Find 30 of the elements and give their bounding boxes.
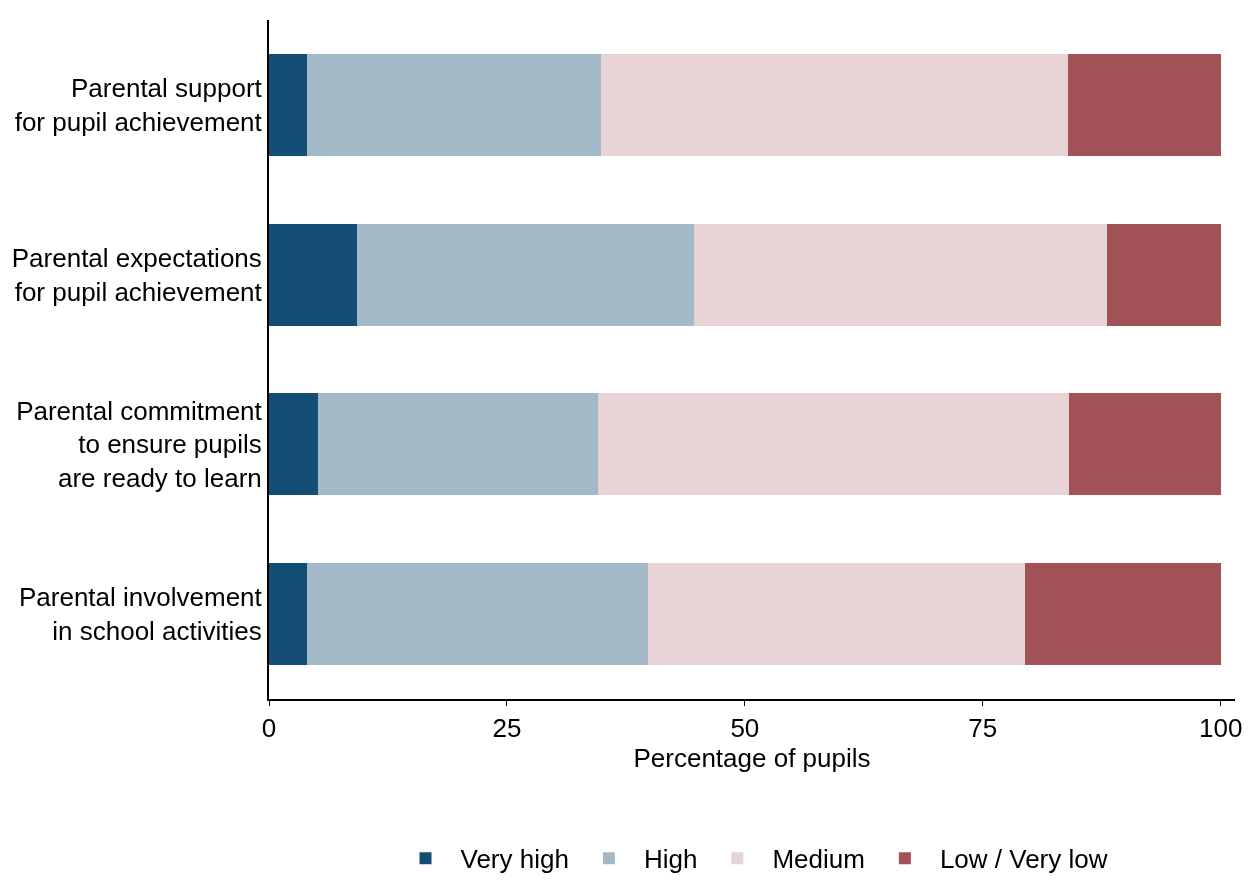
y-tick-label: Parental expectations for pupil achievement	[11, 242, 263, 307]
bar	[269, 53, 308, 156]
x-tick-label: 0	[261, 713, 277, 744]
bar	[647, 563, 1025, 666]
x-tick-label: 100	[1199, 713, 1243, 744]
x-tick-label: 50	[730, 713, 760, 744]
bar	[1069, 393, 1221, 496]
y-tick-label: Parental commitment to ensure pupils are ready to learn	[16, 395, 263, 494]
legend-label: High	[643, 844, 698, 875]
bar	[269, 563, 308, 666]
legend-label: Very high	[460, 844, 569, 875]
bar	[317, 393, 599, 496]
bar	[307, 53, 602, 156]
bar	[356, 223, 695, 326]
bar	[601, 53, 1068, 156]
x-tick-label: 25	[492, 713, 522, 744]
y-tick-label: Parental support for pupil achievement	[14, 73, 263, 137]
bar	[1107, 223, 1221, 326]
bar	[1067, 53, 1221, 156]
bar	[269, 223, 357, 326]
bar	[598, 393, 1070, 496]
legend-label: Medium	[772, 844, 865, 875]
bar	[269, 393, 318, 496]
bar	[694, 223, 1108, 326]
bar	[1024, 563, 1221, 666]
y-tick-label: Parental involvement in school activities	[18, 582, 263, 647]
x-axis-title: Percentage of pupils	[633, 743, 871, 774]
x-tick-label: 75	[968, 713, 998, 744]
legend-label: Low / Very low	[939, 844, 1108, 875]
bar	[307, 563, 648, 666]
